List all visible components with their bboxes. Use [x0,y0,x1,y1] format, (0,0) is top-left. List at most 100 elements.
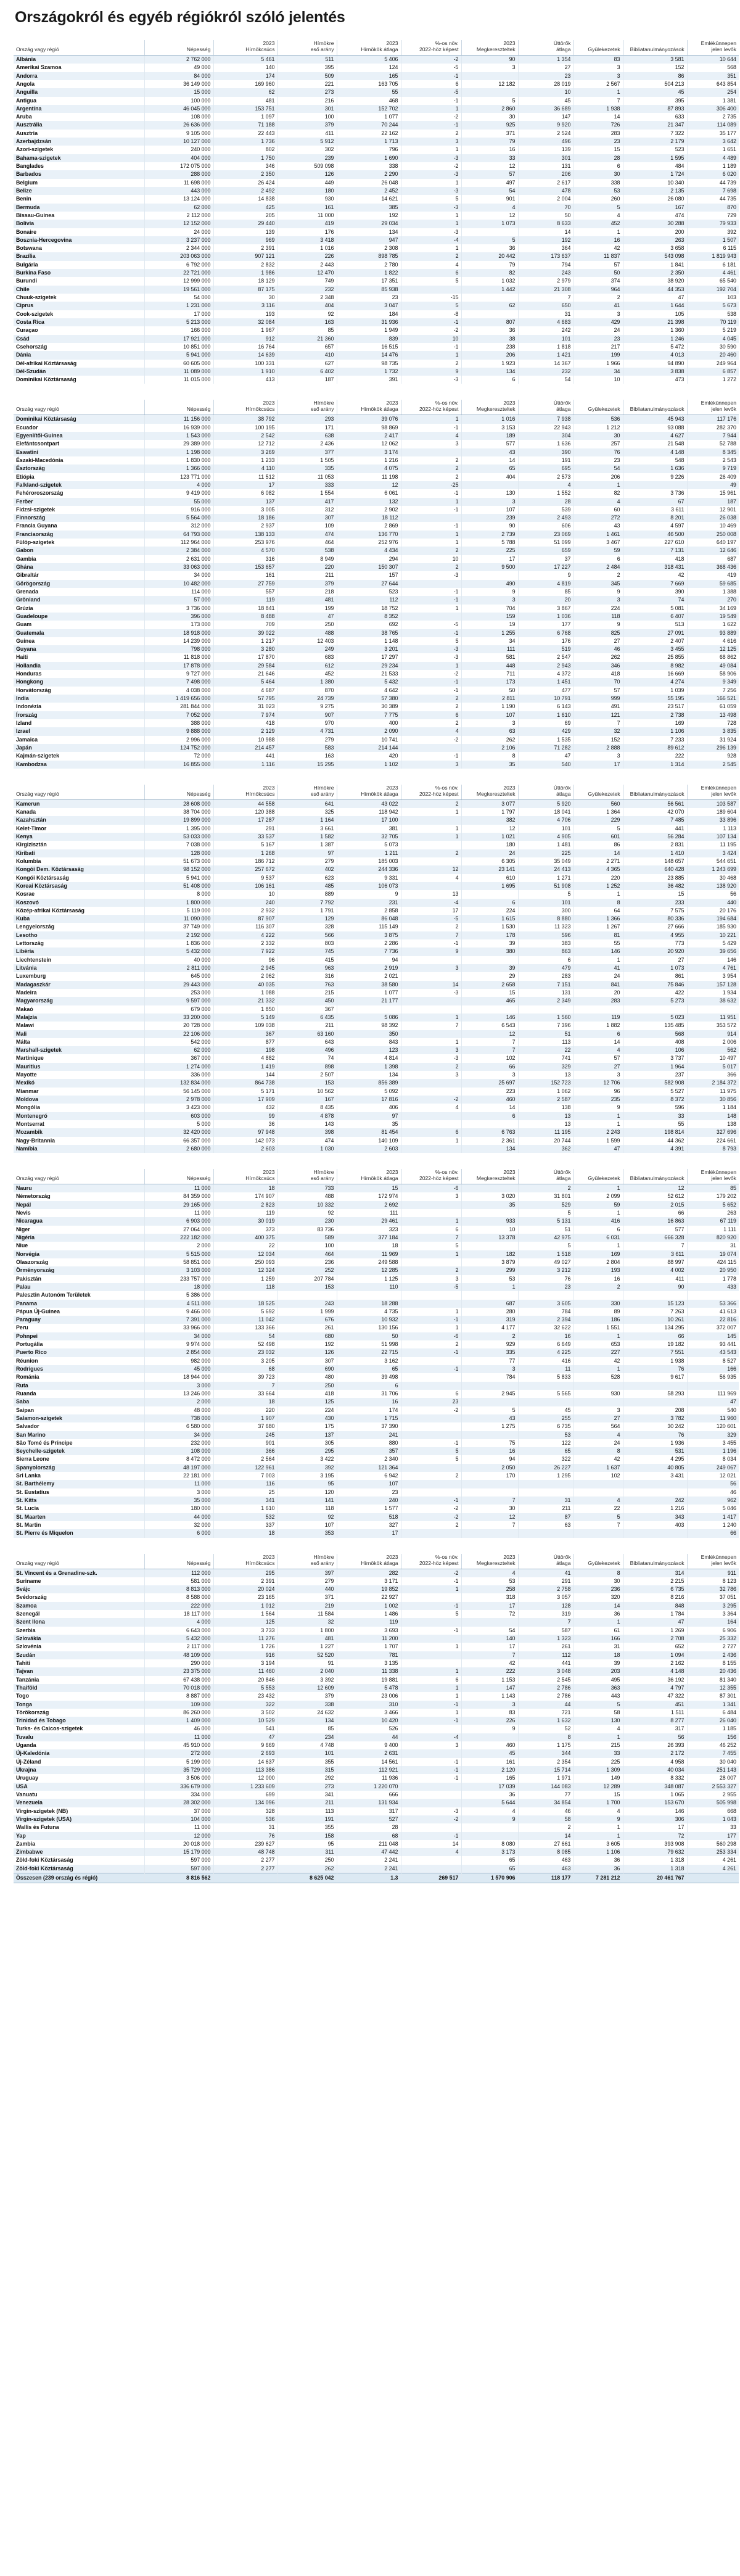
table-row[interactable]: Kolumbia 51 673 000 186 712 279 185 003 6 305… [14,857,739,866]
column-header-5[interactable]: %-os növ. 2022-höz képest [400,400,461,416]
table-row[interactable]: Grúzia 3 736 000 18 841 199 18 752 1 704 3 867 2… [14,604,739,613]
table-row[interactable]: Uganda 45 910 000 9 669 4 748 9 400 3 460 1 175… [14,1741,739,1750]
table-row[interactable]: Írország 7 052 000 7 974 907 7 775 6 107 1 610 1… [14,711,739,719]
table-row[interactable]: Észtország 1 366 000 4 110 335 4 075 2 65 695 54… [14,464,739,473]
table-row[interactable]: Guyana 798 000 3 280 249 3 201 -3 111 519 46 3 45… [14,645,739,654]
table-row[interactable]: Koszovó 1 800 000 240 7 792 231 -4 6 101 8 233 440 [14,898,739,907]
table-row[interactable]: Malajzia 33 200 000 5 149 6 435 5 086 1 146 1 5… [14,1013,739,1022]
table-row[interactable]: Nigéria 222 182 000 400 375 589 377 184 7 13 3… [14,1234,739,1242]
table-row[interactable]: St. Martin 32 000 337 107 327 2 7 63 7 403 1 240 [14,1521,739,1530]
table-row[interactable]: Nepál 29 165 000 2 823 10 332 2 692 35 529 59 2 … [14,1200,739,1210]
column-header-6[interactable]: 2023 Megkereszteltek [461,1169,518,1185]
column-header-10[interactable]: Emlékünnepen jelen levők [686,1169,739,1185]
table-row[interactable]: Montenegró 603 000 99 4 878 97 6 13 1 33 148 [14,1112,739,1120]
column-header-10[interactable]: Emlékünnepen jelen levők [686,784,739,800]
table-row[interactable]: Törökország 86 260 000 3 502 24 632 3 466 1 83… [14,1708,739,1717]
table-row[interactable]: Franciaország 64 793 000 138 133 474 136 770… [14,530,739,539]
table-row[interactable]: Guatemala 18 918 000 39 022 488 38 765 -1 1 25… [14,629,739,637]
table-row[interactable]: Zimbabwe 15 179 000 48 748 311 47 442 4 3 173 8… [14,1848,739,1857]
column-header-7[interactable]: Úttörők átlaga [517,40,574,56]
table-row[interactable]: Ciprus 1 231 000 3 116 404 3 047 5 62 650 41 1 64… [14,302,739,310]
table-row[interactable]: Amerikai Szamoa 49 000 140 395 124 -5 3 27 3 152 5… [14,64,739,72]
table-row[interactable]: Liechtenstein 40 000 96 415 94 6 1 27 146 [14,956,739,964]
table-row[interactable]: Zambia 20 018 000 239 627 95 211 048 14 8 080 2… [14,1839,739,1849]
column-header-8[interactable]: Gyülekezetek [573,40,623,56]
table-row[interactable]: Anguilla 15 000 62 273 55 -5 10 1 45 254 [14,88,739,97]
table-row[interactable]: Burkina Faso 22 721 000 1 986 12 470 1 822 6 8… [14,269,739,278]
table-row[interactable]: Puerto Rico 2 854 000 23 032 126 22 715 -1 335… [14,1348,739,1357]
column-header-8[interactable]: Gyülekezetek [573,784,623,800]
table-row[interactable]: Albánia 2 762 000 5 461 511 5 406 -2 90 1 354 83… [14,55,739,64]
table-row[interactable]: Mali 22 106 000 367 63 160 350 12 51 6 568 914 [14,1030,739,1038]
table-row[interactable]: Ghána 33 063 000 153 657 220 150 307 2 9 500 17… [14,563,739,572]
table-row[interactable]: Nicaragua 6 903 000 30 019 230 29 461 1 933 5 1… [14,1217,739,1226]
table-row[interactable]: Belgium 11 698 000 26 424 449 26 048 1 497 2 61… [14,178,739,187]
table-row[interactable]: Sri Lanka 22 181 000 7 003 3 195 6 942 2 170 1 … [14,1472,739,1480]
table-row[interactable]: Virgin-szigetek (USA) 104 000 536 191 527 -2 9… [14,1815,739,1824]
column-header-1[interactable]: Népesség [144,1553,213,1569]
column-header-7[interactable]: Úttörők átlaga [517,784,574,800]
column-header-3[interactable]: Hírnökre eső arány [277,1169,337,1185]
column-header-4[interactable]: 2023 Hírnökök átlaga [336,1553,401,1569]
table-row[interactable]: Pápua Új-Guinea 9 466 000 5 692 1 999 4 735 1… [14,1307,739,1316]
table-row[interactable]: Bonaire 24 000 139 176 134 -3 14 1 200 392 [14,228,739,236]
table-row[interactable]: Lettország 1 836 000 2 332 803 2 286 -1 39 383 5… [14,939,739,948]
table-row[interactable]: Grenada 114 000 557 218 523 -1 9 85 9 390 1 388 [14,587,739,597]
table-row[interactable]: Andorra 84 000 174 509 165 -1 23 3 86 351 [14,72,739,80]
table-row[interactable]: Koreai Köztársaság 51 408 000 106 161 485 10… [14,881,739,891]
table-row[interactable]: Nagy-Britannia 66 357 000 142 073 474 140 10… [14,1136,739,1145]
table-row[interactable]: Kongói Dem. Köztársaság 98 152 000 257 672… [14,865,739,874]
table-row[interactable]: Zöld-foki Köztársaság 597 000 2 277 262 2 24… [14,1864,739,1873]
table-row[interactable]: Ausztria 9 105 000 22 443 411 22 162 2 371 2 52… [14,129,739,138]
table-row[interactable]: Egyenlítői-Guinea 1 543 000 2 542 638 2 417 4… [14,432,739,440]
table-row[interactable]: Aruba 108 000 1 097 100 1 077 -2 30 147 14 633 2 7… [14,113,739,122]
column-header-4[interactable]: 2023 Hírnökök átlaga [336,40,401,56]
table-row[interactable]: Közép-afrikai Köztársaság 5 119 000 2 932 1… [14,906,739,915]
table-row[interactable]: Bahama-szigetek 404 000 1 750 239 1 690 -3 33 3… [14,154,739,162]
column-header-1[interactable]: Népesség [144,1169,213,1185]
table-row[interactable]: Lengyelország 37 749 000 116 307 328 115 149… [14,923,739,931]
column-header-2[interactable]: 2023 Hírnökcsúcs [213,40,278,56]
table-row[interactable]: St. Kitts 35 000 341 141 240 -1 7 31 4 242 962 [14,1496,739,1505]
column-header-5[interactable]: %-os növ. 2022-höz képest [400,1553,461,1569]
table-row[interactable]: Tanzánia 67 438 000 20 846 3 392 19 881 6 1 15… [14,1675,739,1684]
table-row[interactable]: Argentína 46 045 000 153 751 301 152 702 1 2 8… [14,104,739,114]
table-row[interactable]: Kanada 38 704 000 120 388 325 118 942 1 1 797 1… [14,808,739,817]
table-row[interactable]: Új-Zéland 5 199 000 14 637 355 14 561 -1 161 2 … [14,1757,739,1766]
table-row[interactable]: Saipan 48 000 220 224 174 -2 5 45 3 208 540 [14,1406,739,1414]
table-row[interactable]: Botswana 2 344 000 2 391 1 016 2 308 1 36 364 42… [14,244,739,253]
table-row[interactable]: Kazahsztán 19 899 000 17 287 1 164 17 100 382… [14,816,739,825]
table-row[interactable]: Ruta 3 000 7 250 6 [14,1381,739,1390]
table-row[interactable]: Zöld-foki Köztársaság 597 000 2 277 250 2 24… [14,1856,739,1865]
column-header-0[interactable]: Ország vagy régió [14,400,144,416]
column-header-4[interactable]: 2023 Hírnökök átlaga [336,1169,401,1185]
table-row[interactable]: Dominikai Köztársaság 11 156 000 38 792 293… [14,415,739,424]
table-row[interactable]: Mongólia 3 423 000 432 8 435 406 4 14 138 9 596 1 … [14,1104,739,1112]
table-row[interactable]: Elefántcsontpart 29 389 000 12 712 2 436 12 … [14,440,739,448]
table-row[interactable]: Kenya 53 033 000 33 537 1 582 32 705 1 1 021 4 … [14,833,739,841]
table-row[interactable]: St. Maarten 44 000 532 92 518 -2 12 87 5 343 1 417 [14,1513,739,1521]
column-header-9[interactable]: Bibliatanulmányozások [622,1553,687,1569]
table-row[interactable]: Sierra Leone 8 472 000 2 564 3 422 2 340 5 94 3… [14,1455,739,1464]
table-row[interactable]: Montserrat 5 000 36 143 35 13 1 55 138 [14,1120,739,1129]
table-row[interactable]: Norvégia 5 515 000 12 034 464 11 969 1 182 1 51… [14,1250,739,1258]
table-row[interactable]: Salvador 6 580 000 37 680 175 37 390 1 275 6 7… [14,1422,739,1431]
table-row[interactable]: Kosrae 8 000 10 889 9 13 5 1 15 56 [14,890,739,899]
column-header-4[interactable]: 2023 Hírnökök átlaga [336,784,401,800]
table-row[interactable]: St. Vincent és a Grenadine-szk. 112 000 29… [14,1569,739,1577]
table-row[interactable]: St. Pierre és Miquelon 6 000 18 353 17 66 [14,1529,739,1538]
table-row[interactable]: Niue 2 000 22 100 18 5 5 1 7 31 [14,1242,739,1250]
table-row[interactable]: Dél-Szudán 11 089 000 1 910 6 402 1 732 9 134 2… [14,367,739,376]
column-header-0[interactable]: Ország vagy régió [14,40,144,56]
table-row[interactable]: Svédország 8 588 000 23 165 371 22 927 318 3 0… [14,1593,739,1602]
column-header-0[interactable]: Ország vagy régió [14,1553,144,1569]
table-row[interactable]: Kajmán-szigetek 72 000 441 163 420 -1 8 47 3 222 9… [14,752,739,761]
table-row[interactable]: Moldova 2 978 000 17 909 167 17 816 -2 460 2 58… [14,1096,739,1104]
table-row[interactable]: Bolívia 12 152 000 29 440 419 29 034 1 1 073 8 … [14,220,739,228]
table-row[interactable]: Thaiföld 70 018 000 5 553 12 609 5 478 1 147 2 … [14,1683,739,1693]
table-row[interactable]: Kongói Köztársaság 5 941 000 9 537 623 9 331… [14,873,739,882]
table-row[interactable]: Izrael 9 888 000 2 129 4 731 2 090 4 63 429 32 1 … [14,727,739,736]
table-row[interactable]: Japán 124 752 000 214 457 583 214 144 2 106 71… [14,743,739,753]
table-row[interactable]: São Tomé és Príncipe 232 000 901 305 880 -1 75… [14,1439,739,1448]
column-header-2[interactable]: 2023 Hírnökcsúcs [213,1169,278,1185]
